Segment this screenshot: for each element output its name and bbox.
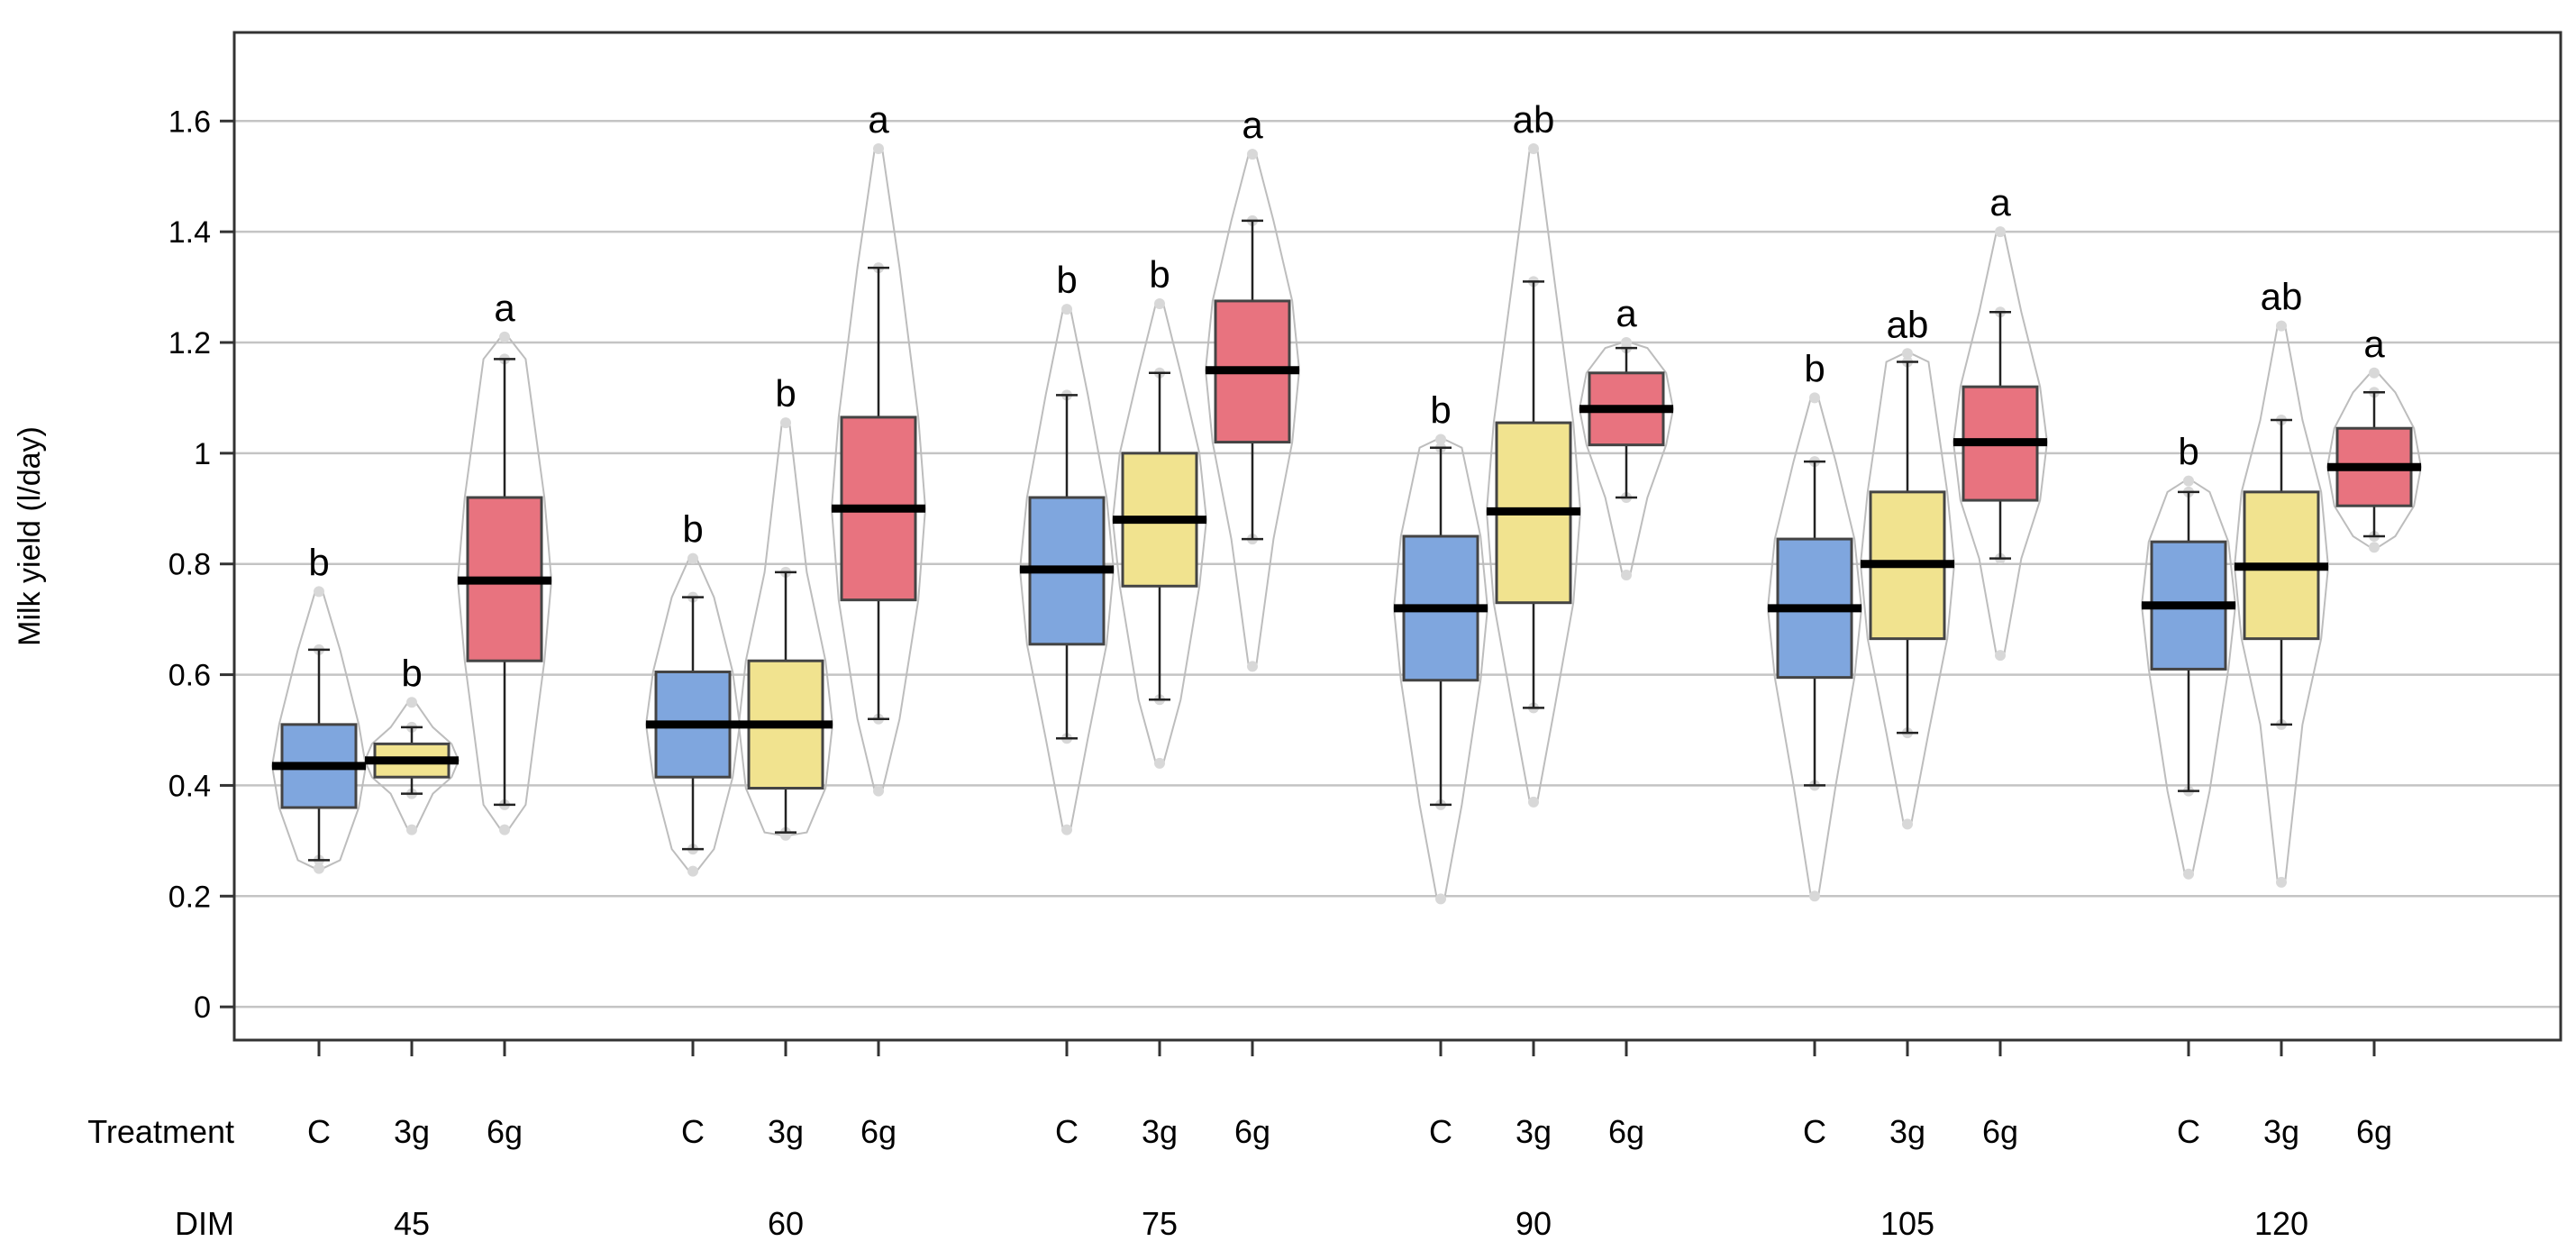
y-axis-title: Milk yield (l/day): [13, 426, 47, 646]
data-point: [1154, 298, 1165, 309]
significance-letter: b: [1804, 347, 1825, 389]
significance-letter: b: [1430, 389, 1451, 432]
violin-layer: [270, 143, 2423, 905]
treatment-label: C: [307, 1113, 331, 1150]
treatment-label: 6g: [1234, 1113, 1270, 1150]
dim-label: 105: [1880, 1205, 1934, 1242]
data-point: [687, 865, 698, 877]
treatment-label: C: [1429, 1113, 1452, 1150]
y-axis: 0 0.2 0.4 0.6 0.8 1 1.2 1.4 1.6: [168, 105, 234, 1025]
treatment-row-label: Treatment: [87, 1113, 234, 1150]
data-point: [1435, 434, 1446, 445]
data-point: [2183, 475, 2194, 487]
treatment-label: 6g: [860, 1113, 897, 1150]
data-point: [2276, 320, 2287, 332]
significance-letter: b: [2178, 431, 2198, 473]
data-point: [1809, 890, 1820, 902]
data-point: [1902, 818, 1913, 830]
y-tick-label: 1.6: [168, 105, 211, 139]
data-point: [1902, 348, 1913, 360]
y-tick-label: 0.4: [168, 769, 211, 803]
significance-letter: a: [1616, 292, 1637, 334]
data-point: [1621, 337, 1632, 348]
y-tick-label: 1.2: [168, 326, 211, 361]
data-point: [687, 552, 698, 564]
data-point: [1995, 650, 2006, 662]
significance-letter: ab: [1513, 98, 1555, 141]
treatment-label: C: [1055, 1113, 1079, 1150]
data-point: [873, 785, 884, 797]
treatment-label: 3g: [1889, 1113, 1925, 1150]
data-point: [2369, 367, 2380, 379]
data-point: [1247, 661, 1258, 672]
significance-letter: b: [682, 508, 703, 551]
data-point: [1995, 226, 2006, 238]
treatment-label: 6g: [2356, 1113, 2392, 1150]
significance-letter: a: [868, 98, 889, 141]
treatment-label: 3g: [2263, 1113, 2299, 1150]
significance-letter: b: [1149, 253, 1170, 296]
significance-letter: ab: [1887, 303, 1929, 345]
significance-letter: b: [401, 652, 422, 694]
treatment-label: C: [1803, 1113, 1826, 1150]
data-point: [1435, 893, 1446, 905]
treatment-label: C: [681, 1113, 705, 1150]
y-tick-label: 0: [194, 991, 211, 1025]
data-point: [2183, 868, 2194, 880]
treatment-label: 3g: [1142, 1113, 1178, 1150]
treatment-label: 6g: [1982, 1113, 2018, 1150]
dim-label: 45: [394, 1205, 430, 1242]
y-tick-label: 0.8: [168, 548, 211, 582]
data-point: [499, 824, 510, 835]
significance-letter: a: [494, 287, 515, 329]
significance-letter: b: [1056, 259, 1077, 301]
data-point: [1061, 304, 1072, 315]
data-point: [1061, 824, 1072, 835]
y-tick-label: 1: [194, 437, 211, 471]
data-point: [1247, 149, 1258, 160]
treatment-label: 3g: [1516, 1113, 1552, 1150]
significance-letter: ab: [2261, 276, 2303, 318]
data-point: [1154, 757, 1165, 769]
data-point: [1809, 392, 1820, 404]
y-tick-label: 0.6: [168, 659, 211, 693]
dim-row-label: DIM: [175, 1205, 234, 1242]
data-point: [406, 824, 417, 835]
significance-letter: a: [2363, 323, 2385, 365]
dim-label: 120: [2254, 1205, 2308, 1242]
data-point: [873, 143, 884, 154]
y-tick-label: 0.2: [168, 880, 211, 914]
significance-letter: a: [1989, 181, 2011, 224]
data-point: [314, 863, 324, 874]
significance-letter: b: [308, 541, 329, 583]
dim-label: 90: [1516, 1205, 1552, 1242]
dim-label: 60: [768, 1205, 804, 1242]
data-point: [499, 331, 510, 342]
treatment-label: 3g: [394, 1113, 430, 1150]
data-point: [1528, 143, 1539, 154]
y-tick-label: 1.4: [168, 215, 211, 250]
dim-label: 75: [1142, 1205, 1178, 1242]
treatment-label: 3g: [768, 1113, 804, 1150]
treatment-label: 6g: [487, 1113, 523, 1150]
x-category-labels: 45 C 3g 6g 60 C 3g 6g 75 C 3g 6g 90 C 3g 6g 105 C 3g 6g 120 C…: [307, 1040, 2392, 1242]
data-point: [1528, 796, 1539, 808]
data-point: [780, 417, 791, 429]
treatment-label: 6g: [1608, 1113, 1644, 1150]
treatment-label: C: [2177, 1113, 2200, 1150]
significance-letter: b: [775, 372, 796, 415]
data-point: [2276, 876, 2287, 888]
data-point: [314, 586, 324, 598]
plot-frame: [232, 31, 2562, 1042]
data-point: [406, 697, 417, 708]
data-point: [2369, 542, 2380, 553]
data-point: [1621, 570, 1632, 580]
significance-letter: a: [1242, 104, 1263, 146]
